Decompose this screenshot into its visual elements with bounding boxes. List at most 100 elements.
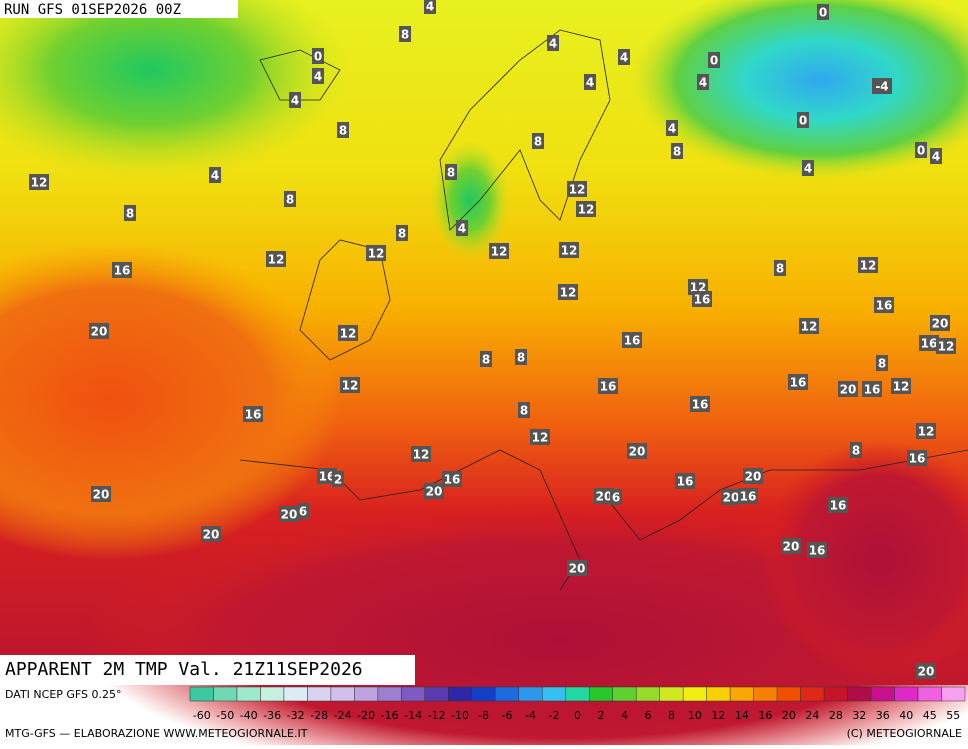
label-box [567,560,587,576]
contour-label: 6 [612,491,620,505]
contour-label: 20 [723,491,740,505]
label-box [838,381,858,397]
colorbar-swatch [823,686,848,702]
coastline [259,49,341,101]
label-box [627,443,647,459]
contour-label: 4 [314,70,322,84]
label-box [279,506,299,522]
colorbar-swatch [518,686,543,702]
label-box [530,429,550,445]
colorbar-swatch [917,686,942,702]
contour-label: 16 [790,376,807,390]
contour-label: 12 [561,244,578,258]
colorbar-tick: 32 [852,709,866,722]
colorbar-tick: -60 [193,709,211,722]
colorbar-swatch [354,686,379,702]
label-box [930,148,942,164]
contour-label: 20 [918,665,935,679]
colorbar-swatch [635,686,660,702]
contour-label: 8 [447,166,455,180]
label-box [721,489,741,505]
contour-label: 16 [809,544,826,558]
colorbar-tick: 4 [621,709,628,722]
colorbar-tick: 24 [805,709,819,722]
contour-label: 8 [339,124,347,138]
cool-area [0,0,350,180]
label-box [802,160,814,176]
label-box [201,526,221,542]
label-box [598,378,618,394]
contour-label: 12 [569,183,586,197]
contour-label: 16 [909,452,926,466]
footer-right: (C) METEOGIORNALE [847,727,962,740]
label-box [862,381,882,397]
contour-label: 8 [401,28,409,42]
contour-label: 16 [624,334,641,348]
label-box [671,143,683,159]
label-box [480,351,492,367]
colorbar-swatch [800,686,825,702]
colorbar-swatch [377,686,402,702]
label-box [743,468,763,484]
label-box [622,332,642,348]
colorbar-swatch [495,686,520,702]
contour-label: 4 [586,76,594,90]
label-box [697,74,709,90]
contour-label: 20 [596,490,613,504]
colorbar-tick: -32 [287,709,305,722]
label-box [124,205,136,221]
label-box [594,488,614,504]
colorbar-tick: 28 [829,709,843,722]
contour-label: 20 [281,508,298,522]
contour-label: 4 [458,222,466,236]
label-box [807,542,827,558]
contour-label: 20 [840,383,857,397]
contour-label: 8 [878,357,886,371]
label-box [243,406,263,422]
contour-label: 12 [578,203,595,217]
colorbar-tick: -14 [404,709,422,722]
label-box [781,538,801,554]
contour-label: 0 [710,54,718,68]
label-box [797,112,809,128]
title-box [0,655,415,685]
contour-label: 4 [620,51,628,65]
label-box [424,0,436,14]
contour-label: 0 [819,6,827,20]
label-box [559,242,579,258]
colorbar-swatch [588,686,613,702]
colorbar-swatch [213,686,238,702]
contour-label: 6 [299,505,307,519]
contour-label: 16 [114,264,131,278]
colorbar-tick: -40 [240,709,258,722]
contour-label: 12 [31,176,48,190]
contour-label: 16 [692,398,709,412]
contour-label: 16 [319,470,336,484]
label-box [618,49,630,65]
colorbar-swatch [401,686,426,702]
run-label: RUN GFS 01SEP2026 00Z [4,2,181,18]
label-box [788,374,808,390]
header-box [0,0,238,18]
map-title: APPARENT 2M TMP Val. 21Z11SEP2026 [5,659,363,680]
colorbar-tick: 16 [758,709,772,722]
label-box [936,338,956,354]
contour-label: 0 [314,50,322,64]
contour-label: 16 [694,293,711,307]
colorbar-swatch [941,686,966,702]
colorbar-tick: -6 [502,709,513,722]
contour-label: 12 [801,320,818,334]
label-box [872,78,892,94]
contour-label: 16 [677,475,694,489]
label-box [442,471,462,487]
contour-label: 12 [560,286,577,300]
contour-label: 20 [93,488,110,502]
contour-label: 12 [938,340,955,354]
colorbar-tick: -16 [381,709,399,722]
label-box [610,489,622,505]
warm-area [0,240,340,560]
colorbar-tick: 8 [668,709,675,722]
colorbar-swatch [753,686,778,702]
label-box [456,220,468,236]
